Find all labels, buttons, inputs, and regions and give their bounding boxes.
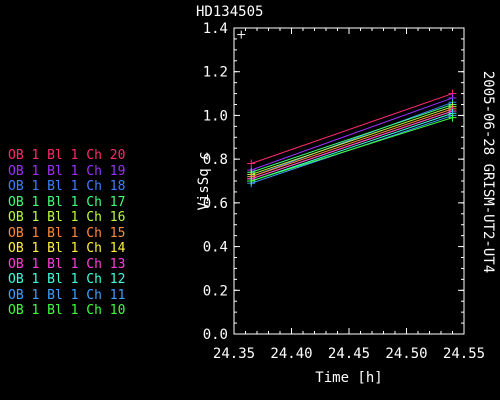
x-tick-label: 24.40 (270, 346, 312, 362)
y-tick-label: 0.2 (203, 283, 228, 299)
y-tick-label: 1.0 (203, 108, 228, 124)
y-axis-label: VisSq c (196, 151, 212, 210)
chart-title: HD134505 (196, 4, 263, 20)
y-tick-label: 0.6 (203, 196, 228, 212)
legend-item: OB 1 Bl 1 Ch 19 (8, 163, 126, 179)
legend: OB 1 Bl 1 Ch 20 OB 1 Bl 1 Ch 19 OB 1 Bl 1 … (8, 148, 125, 319)
series-line (251, 101, 453, 178)
observation-label: 2005-06-28 GRISM-UT2-UT4 (480, 70, 496, 274)
series-line (251, 104, 453, 173)
series-line (251, 93, 453, 164)
y-tick-label: 0.4 (203, 240, 228, 256)
legend-item: OB 1 Bl 1 Ch 13 (8, 256, 126, 272)
x-tick-label: 24.45 (328, 346, 370, 362)
data-point (448, 113, 457, 122)
outlier-point (237, 30, 246, 39)
plot-frame (233, 27, 465, 335)
data-point (247, 177, 256, 185)
series-line (251, 117, 453, 182)
legend-item: OB 1 Bl 1 Ch 12 (8, 272, 126, 287)
x-tick-label: 24.55 (443, 346, 485, 362)
y-tick-label: 0.8 (203, 152, 228, 168)
y-tick-label: 1.4 (203, 21, 228, 37)
series-line (251, 97, 453, 171)
y-tick-label: 1.2 (203, 65, 228, 81)
x-tick-label: 24.35 (213, 346, 255, 362)
x-tick-label: 24.50 (385, 346, 427, 362)
y-axis: 0.0 0.2 0.4 0.6 0.8 1.0 1.2 1.4 (203, 21, 464, 343)
legend-item: OB 1 Bl 1 Ch 18 (8, 179, 126, 194)
series-line (251, 108, 453, 178)
legend-item: OB 1 Bl 1 Ch 11 (8, 287, 126, 303)
series-line (251, 112, 453, 182)
legend-item: OB 1 Bl 1 Ch 15 (8, 225, 126, 241)
legend-item: OB 1 Bl 1 Ch 10 (8, 303, 126, 318)
series-layer (237, 30, 457, 188)
legend-item: OB 1 Bl 1 Ch 14 (8, 241, 126, 256)
legend-item: OB 1 Bl 1 Ch 17 (8, 194, 126, 210)
legend-item: OB 1 Bl 1 Ch 16 (8, 210, 126, 225)
y-tick-label: 0.0 (203, 327, 228, 343)
x-axis: 24.35 24.40 24.45 24.50 24.55 (213, 28, 485, 362)
series-line (251, 110, 453, 180)
series-line (251, 106, 453, 175)
legend-item: OB 1 Bl 1 Ch 20 (8, 148, 126, 163)
x-axis-label: Time [h] (315, 370, 382, 386)
